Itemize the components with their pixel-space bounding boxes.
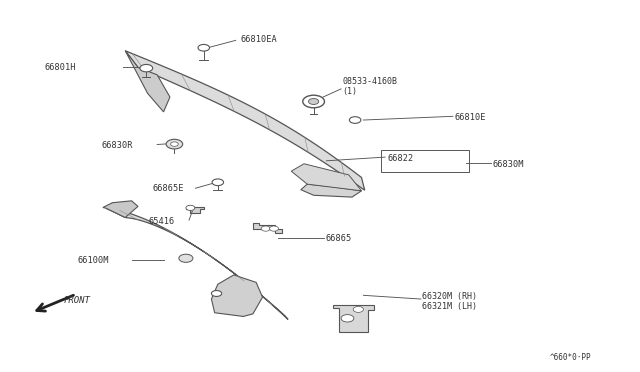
Circle shape bbox=[212, 179, 223, 186]
Text: FRONT: FRONT bbox=[63, 296, 90, 305]
Text: 66830R: 66830R bbox=[102, 141, 133, 150]
Circle shape bbox=[341, 315, 354, 322]
Text: ^660*0·PP: ^660*0·PP bbox=[550, 353, 591, 362]
Text: 66801H: 66801H bbox=[44, 63, 76, 72]
Circle shape bbox=[186, 205, 195, 211]
Circle shape bbox=[349, 117, 361, 124]
Text: 66810E: 66810E bbox=[454, 113, 486, 122]
Text: 66865: 66865 bbox=[325, 234, 351, 243]
Polygon shape bbox=[103, 201, 138, 218]
Polygon shape bbox=[333, 305, 374, 333]
Text: 08533-4160B
(1): 08533-4160B (1) bbox=[342, 77, 397, 96]
Text: 66830M: 66830M bbox=[492, 160, 524, 169]
Circle shape bbox=[198, 44, 209, 51]
Text: 66865E: 66865E bbox=[153, 185, 184, 193]
Polygon shape bbox=[186, 207, 204, 213]
Circle shape bbox=[269, 226, 278, 231]
Text: 66822: 66822 bbox=[387, 154, 413, 163]
Circle shape bbox=[171, 142, 178, 146]
Circle shape bbox=[303, 95, 324, 108]
Circle shape bbox=[308, 99, 319, 105]
Circle shape bbox=[353, 307, 364, 312]
Text: 65416: 65416 bbox=[149, 217, 175, 226]
Circle shape bbox=[140, 64, 153, 72]
Text: 66100M: 66100M bbox=[77, 256, 109, 265]
Bar bbox=[381, 150, 468, 172]
Polygon shape bbox=[253, 223, 282, 233]
Polygon shape bbox=[106, 208, 288, 320]
Circle shape bbox=[261, 226, 270, 231]
Text: 66320M (RH)
66321M (LH): 66320M (RH) 66321M (LH) bbox=[422, 292, 477, 311]
Circle shape bbox=[166, 139, 182, 149]
Polygon shape bbox=[211, 275, 262, 317]
Polygon shape bbox=[291, 164, 362, 191]
Polygon shape bbox=[125, 51, 365, 190]
Polygon shape bbox=[301, 184, 362, 197]
Circle shape bbox=[211, 291, 221, 296]
Text: 66810EA: 66810EA bbox=[240, 35, 277, 44]
Polygon shape bbox=[125, 51, 170, 112]
Circle shape bbox=[179, 254, 193, 262]
